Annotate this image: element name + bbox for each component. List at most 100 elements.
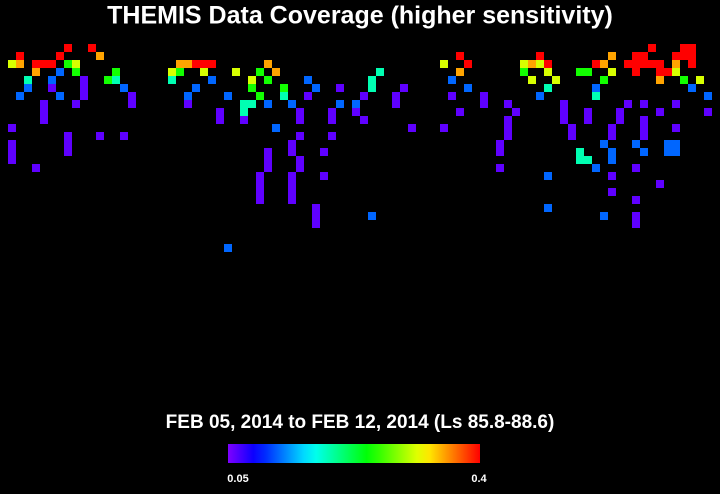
coverage-cell bbox=[568, 124, 576, 132]
coverage-cell bbox=[632, 196, 640, 204]
coverage-cell bbox=[656, 180, 664, 188]
coverage-cell bbox=[464, 84, 472, 92]
coverage-cell bbox=[40, 60, 48, 68]
coverage-cell bbox=[312, 84, 320, 92]
coverage-cell bbox=[504, 100, 512, 108]
coverage-cell bbox=[512, 108, 520, 116]
coverage-cell bbox=[288, 100, 296, 108]
coverage-cell bbox=[448, 92, 456, 100]
coverage-cell bbox=[624, 60, 632, 68]
coverage-cell bbox=[680, 44, 688, 52]
coverage-cell bbox=[264, 148, 272, 156]
coverage-cell bbox=[288, 196, 296, 204]
coverage-cell bbox=[8, 140, 16, 148]
coverage-cell bbox=[208, 76, 216, 84]
coverage-cell bbox=[544, 60, 552, 68]
coverage-cell bbox=[48, 76, 56, 84]
coverage-cell bbox=[448, 76, 456, 84]
coverage-cell bbox=[672, 60, 680, 68]
coverage-cell bbox=[592, 92, 600, 100]
coverage-cell bbox=[304, 76, 312, 84]
coverage-cell bbox=[232, 68, 240, 76]
coverage-cell bbox=[528, 60, 536, 68]
coverage-cell bbox=[120, 84, 128, 92]
coverage-cell bbox=[632, 220, 640, 228]
coverage-cell bbox=[312, 212, 320, 220]
coverage-cell bbox=[672, 100, 680, 108]
coverage-cell bbox=[544, 172, 552, 180]
coverage-cell bbox=[608, 188, 616, 196]
coverage-cell bbox=[688, 44, 696, 52]
coverage-cell bbox=[368, 76, 376, 84]
coverage-cell bbox=[48, 60, 56, 68]
coverage-cell bbox=[648, 60, 656, 68]
coverage-cell bbox=[128, 100, 136, 108]
coverage-cell bbox=[184, 100, 192, 108]
coverage-cell bbox=[592, 60, 600, 68]
coverage-cell bbox=[48, 84, 56, 92]
coverage-cell bbox=[576, 148, 584, 156]
coverage-cell bbox=[56, 68, 64, 76]
coverage-cell bbox=[264, 164, 272, 172]
coverage-cell bbox=[672, 52, 680, 60]
coverage-cell bbox=[560, 108, 568, 116]
coverage-cell bbox=[288, 140, 296, 148]
coverage-cell bbox=[168, 76, 176, 84]
coverage-cell bbox=[536, 92, 544, 100]
coverage-cell bbox=[584, 116, 592, 124]
coverage-cell bbox=[632, 52, 640, 60]
coverage-cell bbox=[200, 68, 208, 76]
coverage-cell bbox=[680, 52, 688, 60]
coverage-cell bbox=[176, 68, 184, 76]
coverage-cell bbox=[368, 84, 376, 92]
coverage-cell bbox=[648, 44, 656, 52]
coverage-cell bbox=[40, 100, 48, 108]
coverage-cell bbox=[192, 84, 200, 92]
coverage-cell bbox=[16, 52, 24, 60]
coverage-cell bbox=[672, 140, 680, 148]
coverage-cell bbox=[608, 52, 616, 60]
coverage-cell bbox=[608, 68, 616, 76]
coverage-cell bbox=[272, 124, 280, 132]
coverage-cell bbox=[216, 108, 224, 116]
coverage-cell bbox=[456, 68, 464, 76]
coverage-cell bbox=[544, 68, 552, 76]
coverage-cell bbox=[256, 172, 264, 180]
coverage-cell bbox=[264, 60, 272, 68]
coverage-cell bbox=[656, 76, 664, 84]
coverage-cell bbox=[680, 76, 688, 84]
coverage-cell bbox=[24, 76, 32, 84]
coverage-cell bbox=[560, 100, 568, 108]
coverage-cell bbox=[240, 116, 248, 124]
coverage-cell bbox=[352, 108, 360, 116]
coverage-cell bbox=[240, 100, 248, 108]
coverage-cell bbox=[200, 60, 208, 68]
coverage-cell bbox=[16, 92, 24, 100]
coverage-cell bbox=[64, 60, 72, 68]
coverage-cell bbox=[256, 196, 264, 204]
coverage-cell bbox=[328, 116, 336, 124]
coverage-cell bbox=[256, 188, 264, 196]
coverage-cell bbox=[640, 52, 648, 60]
coverage-cell bbox=[256, 68, 264, 76]
coverage-cell bbox=[248, 76, 256, 84]
coverage-cell bbox=[640, 116, 648, 124]
coverage-cell bbox=[672, 68, 680, 76]
coverage-cell bbox=[544, 204, 552, 212]
coverage-cell bbox=[288, 148, 296, 156]
coverage-cell bbox=[264, 100, 272, 108]
coverage-cell bbox=[64, 44, 72, 52]
coverage-cell bbox=[536, 52, 544, 60]
coverage-cell bbox=[568, 132, 576, 140]
coverage-cell bbox=[248, 84, 256, 92]
coverage-cell bbox=[440, 124, 448, 132]
coverage-cell bbox=[72, 60, 80, 68]
coverage-cell bbox=[600, 212, 608, 220]
coverage-cell bbox=[72, 100, 80, 108]
coverage-cell bbox=[616, 108, 624, 116]
coverage-cell bbox=[616, 116, 624, 124]
chart-subtitle: FEB 05, 2014 to FEB 12, 2014 (Ls 85.8-88… bbox=[166, 412, 555, 433]
coverage-cell bbox=[608, 132, 616, 140]
coverage-cell bbox=[224, 92, 232, 100]
